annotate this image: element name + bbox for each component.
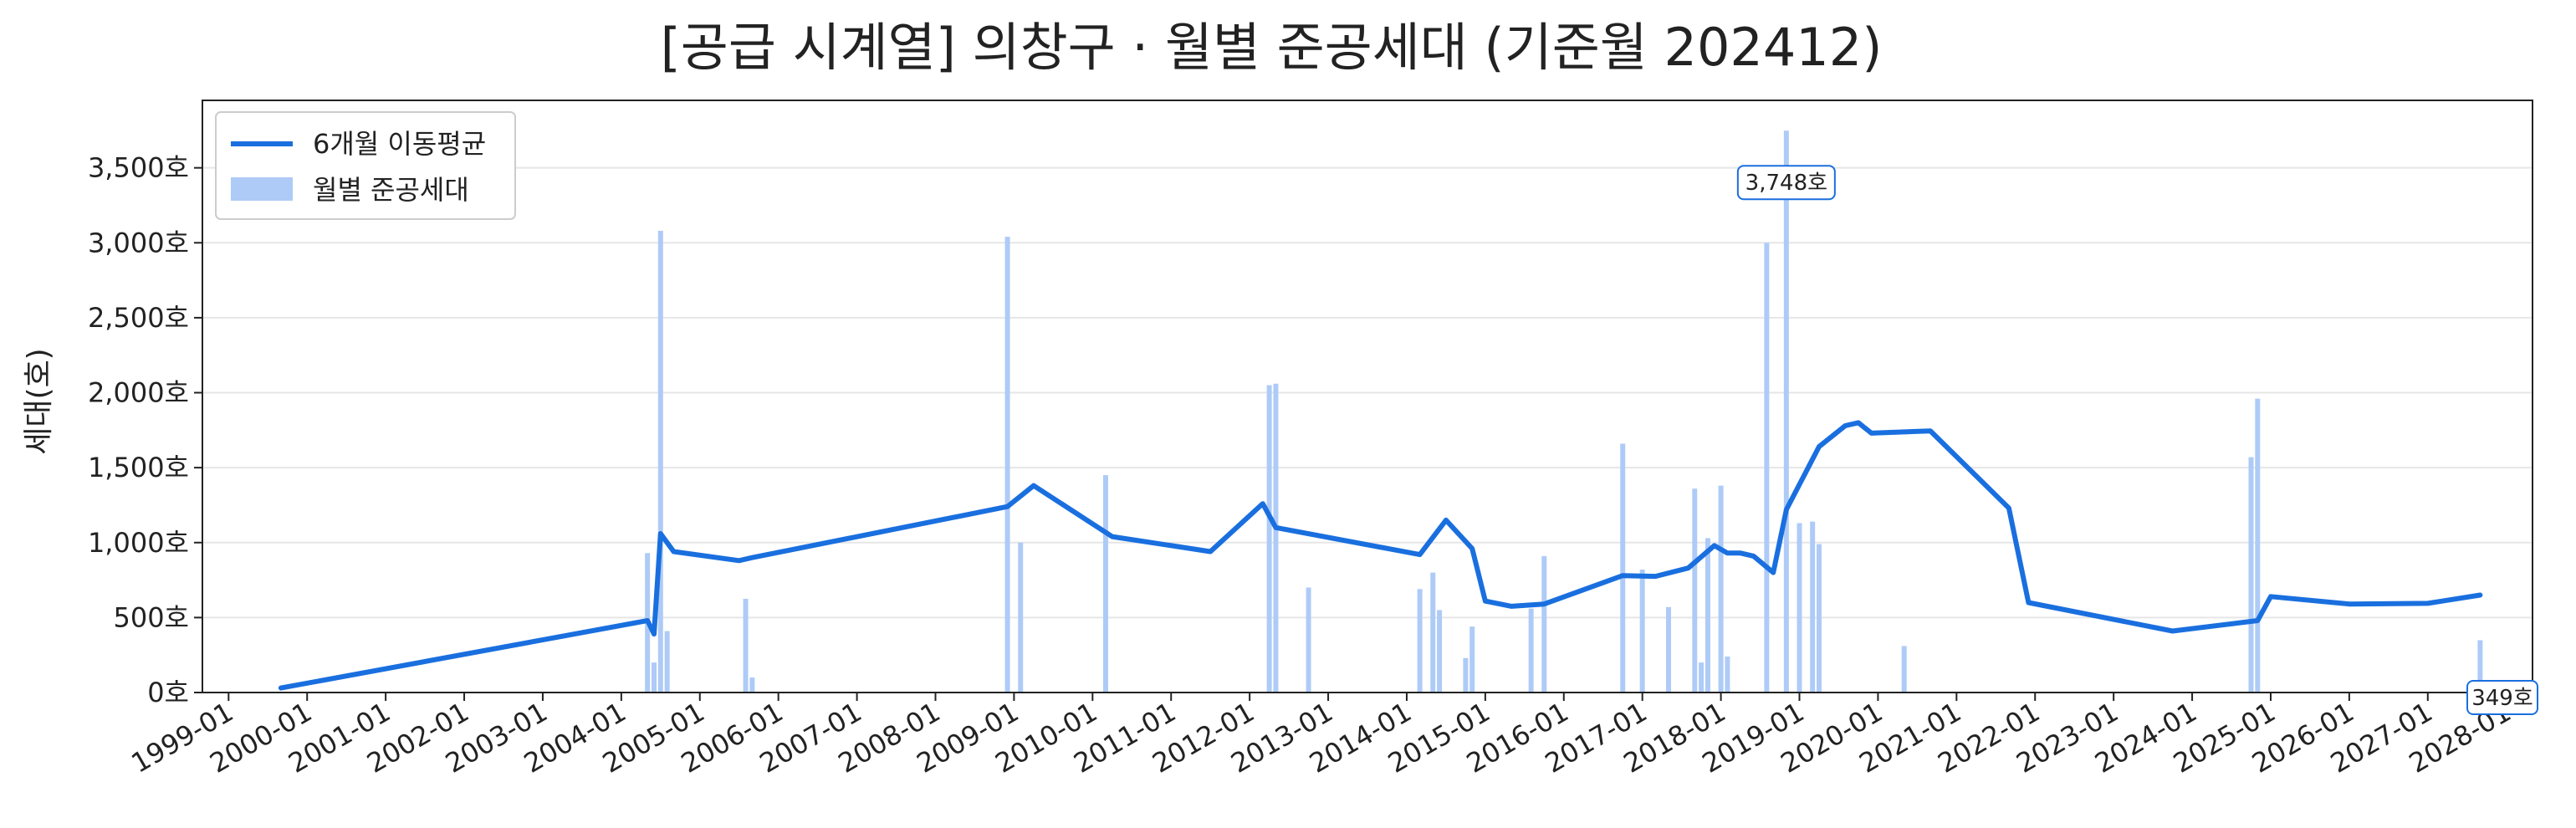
y-tick-label: 0호 [147,677,189,708]
legend-label-bar: 월별 준공세대 [313,174,469,206]
bar-monthly-completion [1620,443,1626,693]
annotation-callout: 349호 [2466,680,2538,715]
bar-monthly-completion [1783,130,1789,693]
bar-monthly-completion [1102,475,1108,693]
bar-monthly-completion [1705,538,1710,693]
legend: 6개월 이동평균 월별 준공세대 [215,111,516,220]
bar-monthly-completion [1417,589,1423,693]
bar-monthly-completion [2248,457,2254,693]
bar-monthly-completion [1718,485,1724,693]
bar-monthly-completion [1469,626,1475,693]
bar-monthly-completion [1692,488,1698,693]
annotation-box [2466,680,2538,715]
bar-monthly-completion [749,677,755,693]
annotations: 3,748호 349호 [1736,165,2538,715]
bar-monthly-completion [1901,646,1907,693]
grid-lines [202,166,2533,693]
bar-monthly-completion [1266,385,1272,693]
bar-monthly-completion [1725,656,1730,693]
y-tick-label: 3,500호 [88,152,189,184]
y-axis: 0호 500호 1,000호 1,500호 2,000호 2,500호 3,000호 3,50… [88,152,202,708]
legend-label-line: 6개월 이동평균 [313,128,486,160]
chart-title: [공급 시계열] 의창구 · 월별 준공세대 (기준월 202412) [661,17,1883,78]
bar-monthly-completion [1639,570,1645,693]
y-tick-label: 2,500호 [88,302,189,334]
y-axis-label: 세대(호) [22,348,56,454]
bar-monthly-completion [2255,398,2261,693]
bar-monthly-completion [1665,606,1671,693]
plot-frame [202,100,2533,693]
bar-monthly-completion [1004,237,1010,693]
bar-monthly-completion [1430,572,1436,693]
line-series [278,420,2483,691]
bar-monthly-completion [1273,383,1279,693]
bar-series [645,130,2483,693]
bar-monthly-completion [1437,610,1443,693]
y-tick-label: 2,000호 [88,377,189,409]
bar-monthly-completion [1699,662,1705,693]
bar-monthly-completion [2477,640,2483,693]
annotation-box [1736,165,1836,201]
y-tick-label: 3,000호 [88,227,189,258]
legend-bar-swatch [231,177,293,201]
bar-monthly-completion [743,598,749,693]
y-tick-label: 1,000호 [88,527,189,559]
bar-monthly-completion [1541,555,1547,693]
bar-monthly-completion [1463,657,1469,693]
bar-monthly-completion [1528,608,1534,693]
annotation-label: 349호 [2471,686,2533,711]
bar-monthly-completion [1018,542,1024,693]
annotation-label: 3,748호 [1745,171,1827,196]
bar-monthly-completion [1797,523,1802,693]
bar-monthly-completion [657,230,663,693]
annotation-callout: 3,748호 [1736,165,1836,201]
bar-monthly-completion [664,631,670,693]
moving-average-line [278,420,2483,691]
bar-monthly-completion [1764,243,1770,693]
y-tick-label: 500호 [113,601,189,633]
bar-monthly-completion [1810,521,1816,693]
x-axis: 1999-012000-012001-012002-012003-012004-… [126,693,2517,779]
bar-monthly-completion [651,662,657,693]
bar-monthly-completion [1306,587,1311,693]
bar-monthly-completion [1816,544,1822,693]
y-tick-label: 1,500호 [88,452,189,483]
